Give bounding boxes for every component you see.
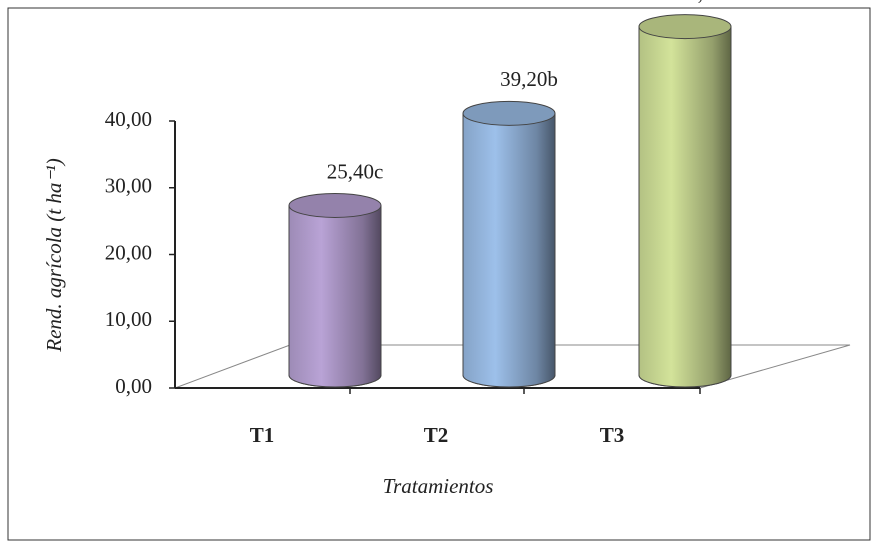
value-label: 52,20a — [677, 0, 734, 4]
y-tick-label: 10,00 — [105, 307, 152, 331]
bar-outline — [462, 113, 556, 388]
bar-top — [288, 192, 382, 218]
bar-outline — [288, 205, 382, 388]
bar-top — [638, 14, 732, 40]
value-label: 39,20b — [500, 67, 558, 91]
y-tick-label: 20,00 — [105, 240, 152, 264]
bar-outline — [638, 26, 732, 388]
bar-top — [462, 100, 556, 126]
x-tick-label: T2 — [424, 423, 449, 447]
y-tick-label: 30,00 — [105, 174, 152, 198]
value-label: 25,40c — [327, 159, 384, 183]
y-tick-label: 40,00 — [105, 107, 152, 131]
chart-border — [7, 7, 871, 541]
y-tick-label: 0,00 — [115, 374, 152, 398]
x-tick-label: T1 — [250, 423, 275, 447]
x-axis-title: Tratamientos — [383, 474, 494, 498]
x-tick-label: T3 — [600, 423, 625, 447]
y-axis-title: Rend. agrícola (t ha⁻¹) — [42, 158, 66, 353]
